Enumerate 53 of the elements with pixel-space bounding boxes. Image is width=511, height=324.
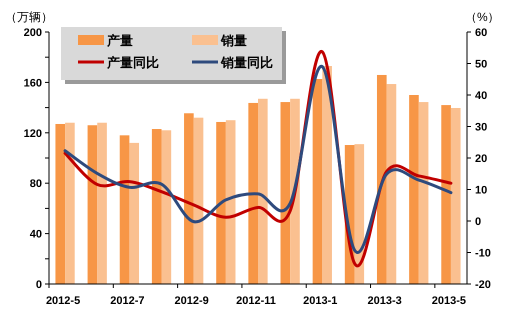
bar [258, 98, 268, 284]
y-tick-label: 160 [24, 77, 42, 90]
bar [120, 135, 130, 284]
bar [194, 118, 204, 284]
bar [450, 108, 461, 284]
legend-label: 产量 [106, 33, 133, 48]
bar [248, 102, 258, 284]
bar [184, 113, 194, 284]
bar [280, 102, 290, 284]
bar [97, 122, 107, 284]
bar [409, 95, 419, 284]
x-tick-label: 2012-9 [174, 295, 209, 307]
bar [216, 122, 226, 284]
bar [162, 130, 172, 284]
y-tick-label: 40 [30, 228, 42, 241]
legend-label: 产量同比 [106, 55, 159, 70]
y2-tick-label: -10 [475, 248, 491, 260]
y2-tick-label: -20 [475, 279, 491, 291]
y-axis-title: （万辆） [5, 10, 53, 24]
bar [55, 124, 66, 284]
x-tick-label: 2013-3 [367, 295, 402, 307]
y2-tick-label: 10 [475, 184, 488, 196]
x-tick-label: 2012-5 [46, 295, 80, 307]
bar [129, 142, 140, 284]
bar [88, 125, 98, 284]
bar [322, 66, 332, 284]
bar [376, 74, 387, 284]
bar [418, 102, 428, 284]
y-tick-label: 120 [24, 128, 42, 140]
bar [354, 144, 364, 284]
legend-label: 销量 [220, 33, 247, 48]
y2-axis-title: （%） [465, 10, 500, 24]
bar [441, 105, 451, 284]
legend-label: 销量同比 [220, 55, 273, 70]
y2-tick-label: 40 [475, 90, 488, 102]
x-tick-label: 2013-5 [432, 295, 466, 307]
y2-tick-label: 20 [475, 153, 488, 165]
y-tick-label: 200 [24, 27, 42, 39]
x-tick-label: 2013-1 [303, 295, 338, 307]
bar [152, 129, 162, 284]
y-tick-label: 80 [30, 178, 42, 190]
x-tick-label: 2012-11 [236, 295, 276, 307]
x-tick-label: 2012-7 [110, 295, 145, 307]
y-tick-label: 0 [36, 279, 42, 291]
bar [312, 79, 322, 284]
bar [65, 122, 75, 284]
y2-tick-label: 60 [475, 27, 488, 39]
y2-tick-label: 0 [475, 216, 482, 228]
y2-tick-label: 50 [475, 58, 488, 70]
bar [290, 98, 300, 284]
bar [386, 84, 396, 284]
y2-tick-label: 30 [475, 122, 488, 134]
bar [226, 120, 236, 284]
